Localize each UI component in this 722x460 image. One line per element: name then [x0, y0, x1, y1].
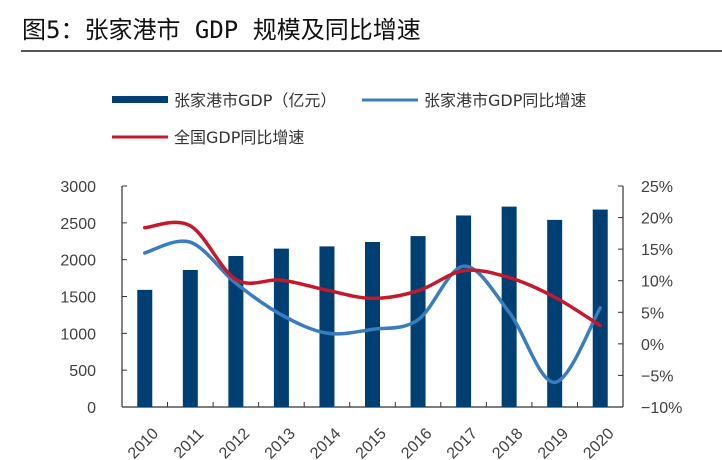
right-axis-tick-label: 15% — [641, 242, 673, 259]
left-axis-tick-label: 3000 — [60, 179, 96, 196]
x-axis-tick-label: 2016 — [398, 425, 435, 460]
left-axis-tick-label: 2000 — [60, 253, 96, 270]
left-axis-tick-label: 1500 — [60, 290, 96, 307]
x-axis-tick-label: 2012 — [216, 425, 253, 460]
title-underline — [21, 50, 722, 52]
bar-gdp — [501, 206, 517, 407]
bar-gdp — [137, 289, 153, 407]
legend: 张家港市GDP（亿元） 张家港市GDP同比增速 全国GDP同比增速 — [112, 91, 586, 147]
right-axis-tick-label: 25% — [641, 179, 673, 196]
legend-label-national-growth: 全国GDP同比增速 — [174, 128, 304, 147]
legend-swatch-gdp — [112, 96, 168, 103]
right-axis-tick-label: 5% — [641, 305, 664, 322]
left-axis-tick-label: 1000 — [60, 326, 96, 343]
line-national-growth — [143, 220, 602, 328]
x-axis-tick-label: 2019 — [535, 425, 572, 460]
left-axis-tick-label: 2500 — [60, 216, 96, 233]
x-axis-tick-label: 2010 — [125, 425, 162, 460]
right-axis-tick-label: 20% — [641, 211, 673, 228]
right-axis-tick-label: 0% — [641, 337, 664, 354]
left-axis-tick-label: 0 — [87, 400, 96, 417]
bar-gdp — [182, 269, 198, 407]
right-axis-tick-label: −10% — [641, 400, 682, 417]
bar-gdp — [547, 219, 563, 407]
bars — [137, 206, 608, 407]
bar-gdp — [365, 241, 380, 407]
x-axis-tick-label: 2015 — [353, 425, 390, 460]
x-axis-tick-label: 2011 — [171, 426, 207, 460]
legend-label-zjg-growth: 张家港市GDP同比增速 — [424, 91, 586, 110]
figure-title: 图5：张家港市 GDP 规模及同比增速 — [22, 16, 421, 44]
lines — [143, 220, 602, 385]
right-axis-tick-label: 10% — [641, 274, 673, 291]
x-axis-tick-label: 2013 — [262, 425, 299, 460]
bar-gdp — [273, 248, 289, 407]
bar-gdp — [228, 255, 244, 407]
line-zjg-growth — [143, 239, 602, 385]
x-axis-tick-label: 2018 — [489, 425, 526, 460]
x-axis-tick-label: 2014 — [307, 425, 344, 460]
bar-gdp — [456, 215, 472, 407]
right-axis-tick-label: −5% — [641, 368, 673, 385]
x-axis-tick-label: 2020 — [580, 425, 617, 460]
legend-label-gdp: 张家港市GDP（亿元） — [174, 91, 336, 110]
bar-gdp — [319, 246, 335, 407]
left-axis-tick-label: 500 — [69, 363, 96, 380]
x-axis-tick-label: 2017 — [444, 425, 481, 460]
